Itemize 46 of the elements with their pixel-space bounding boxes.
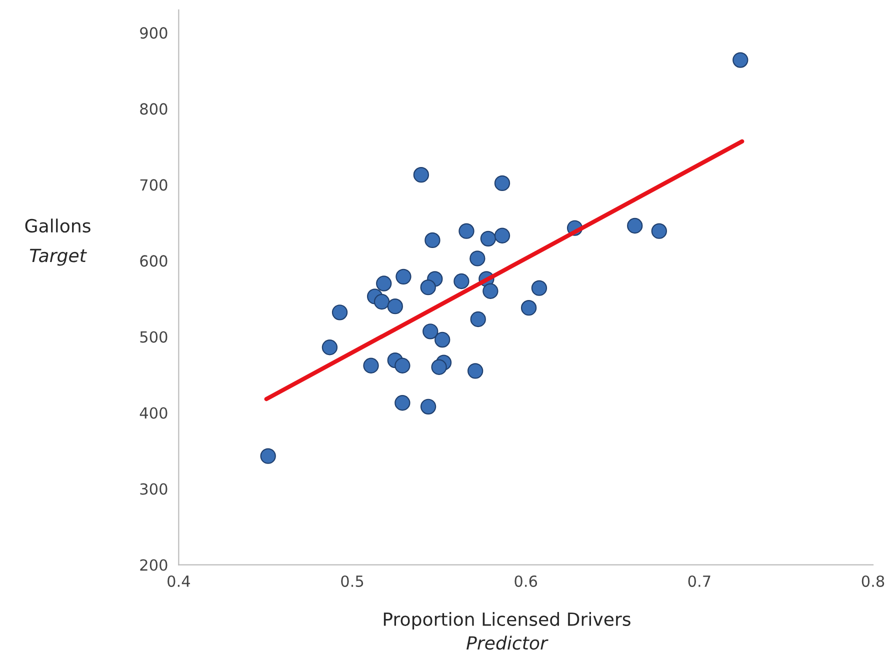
point [387,298,403,314]
point [322,340,338,356]
point [520,300,537,316]
point [732,52,748,68]
x-tick-label: 0.6 [514,575,538,588]
y-tick-label: 500 [140,331,168,343]
point [422,324,438,340]
point [363,358,379,374]
point [434,332,450,348]
point [420,398,436,414]
point [454,273,470,290]
y-tick-label: 700 [140,179,168,191]
point [458,223,474,239]
y-tick-label: 300 [140,483,168,495]
x-tick-label: 0.5 [341,575,364,588]
y-tick-label: 900 [140,27,168,39]
point [480,230,496,247]
x-tick-label: 0.8 [862,575,884,588]
point [494,228,510,244]
point [651,223,667,239]
point [467,363,484,379]
point [470,311,486,328]
point [394,358,410,374]
point [482,283,498,299]
x-tick-label: 0.4 [168,575,190,588]
y-tick-label: 200 [140,559,168,571]
point [431,359,447,375]
point [470,250,486,266]
point [332,304,348,320]
y-tick-label: 400 [140,407,168,419]
point [396,268,412,285]
point [374,294,390,310]
point [627,218,643,234]
point [376,276,392,292]
point [260,448,276,464]
x-axis-title: Proportion Licensed Drivers Predictor [384,612,630,650]
y-axis-title: Gallons Target [25,218,90,266]
y-tick-label: 600 [140,255,168,267]
x-tick-label: 0.7 [688,575,710,588]
point [394,395,410,411]
point [494,175,510,192]
point [531,280,548,296]
point [413,166,430,183]
point [424,232,440,248]
y-tick-label: 800 [140,103,168,115]
point [420,279,436,296]
